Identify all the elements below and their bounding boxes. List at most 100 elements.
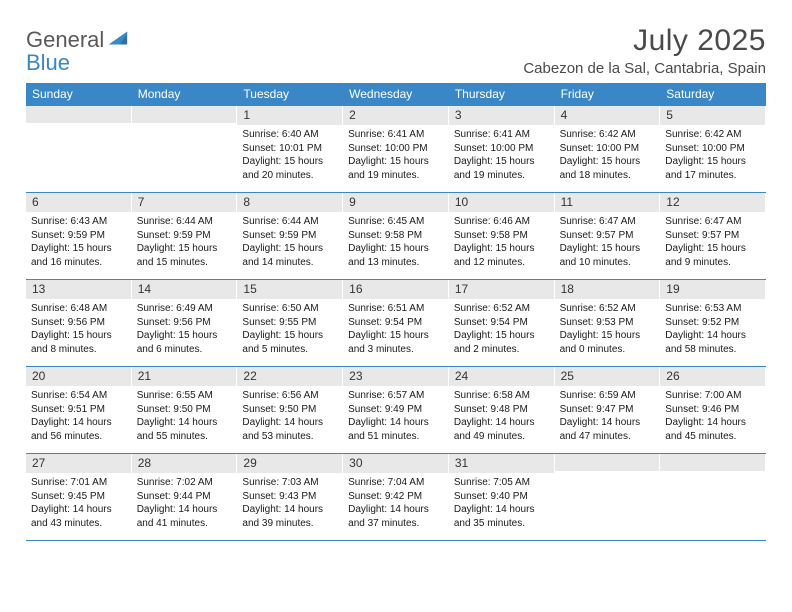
day-details: Sunrise: 6:42 AMSunset: 10:00 PMDaylight…	[660, 125, 766, 186]
day-number: 14	[132, 280, 238, 299]
day-cell: 29Sunrise: 7:03 AMSunset: 9:43 PMDayligh…	[237, 454, 343, 540]
calendar-page: General Blue July 2025 Cabezon de la Sal…	[0, 0, 792, 551]
day-cell: 7Sunrise: 6:44 AMSunset: 9:59 PMDaylight…	[132, 193, 238, 279]
day-number: 31	[449, 454, 555, 473]
day-number	[555, 454, 661, 471]
day-details: Sunrise: 6:54 AMSunset: 9:51 PMDaylight:…	[26, 386, 132, 447]
day-cell: 12Sunrise: 6:47 AMSunset: 9:57 PMDayligh…	[660, 193, 766, 279]
calendar-grid: SundayMondayTuesdayWednesdayThursdayFrid…	[26, 83, 766, 541]
day-number: 22	[237, 367, 343, 386]
day-number: 8	[237, 193, 343, 212]
day-number: 24	[449, 367, 555, 386]
month-title: July 2025	[523, 24, 766, 58]
day-number: 9	[343, 193, 449, 212]
day-details: Sunrise: 7:04 AMSunset: 9:42 PMDaylight:…	[343, 473, 449, 534]
weekday-header: Wednesday	[343, 83, 449, 106]
day-details: Sunrise: 6:44 AMSunset: 9:59 PMDaylight:…	[237, 212, 343, 273]
day-cell: 6Sunrise: 6:43 AMSunset: 9:59 PMDaylight…	[26, 193, 132, 279]
day-number: 1	[237, 106, 343, 125]
logo-triangle-icon	[107, 28, 129, 50]
day-number	[660, 454, 766, 471]
day-details: Sunrise: 6:55 AMSunset: 9:50 PMDaylight:…	[132, 386, 238, 447]
weekday-header: Thursday	[449, 83, 555, 106]
day-number: 5	[660, 106, 766, 125]
week-row: 27Sunrise: 7:01 AMSunset: 9:45 PMDayligh…	[26, 454, 766, 541]
logo: General Blue	[26, 24, 129, 74]
day-number: 28	[132, 454, 238, 473]
empty-cell	[660, 454, 766, 540]
weekday-header: Saturday	[660, 83, 766, 106]
day-number: 10	[449, 193, 555, 212]
day-details: Sunrise: 7:05 AMSunset: 9:40 PMDaylight:…	[449, 473, 555, 534]
empty-cell	[132, 106, 238, 192]
day-number: 2	[343, 106, 449, 125]
day-number: 13	[26, 280, 132, 299]
day-cell: 1Sunrise: 6:40 AMSunset: 10:01 PMDayligh…	[237, 106, 343, 192]
weekday-header: Sunday	[26, 83, 132, 106]
day-number: 15	[237, 280, 343, 299]
day-number	[132, 106, 238, 123]
day-details: Sunrise: 7:03 AMSunset: 9:43 PMDaylight:…	[237, 473, 343, 534]
day-number: 19	[660, 280, 766, 299]
header-row: General Blue July 2025 Cabezon de la Sal…	[26, 24, 766, 77]
day-cell: 9Sunrise: 6:45 AMSunset: 9:58 PMDaylight…	[343, 193, 449, 279]
title-block: July 2025 Cabezon de la Sal, Cantabria, …	[523, 24, 766, 77]
day-details: Sunrise: 6:50 AMSunset: 9:55 PMDaylight:…	[237, 299, 343, 360]
day-details: Sunrise: 6:46 AMSunset: 9:58 PMDaylight:…	[449, 212, 555, 273]
day-number: 6	[26, 193, 132, 212]
day-number: 30	[343, 454, 449, 473]
weekday-header: Tuesday	[237, 83, 343, 106]
day-cell: 8Sunrise: 6:44 AMSunset: 9:59 PMDaylight…	[237, 193, 343, 279]
day-details: Sunrise: 6:47 AMSunset: 9:57 PMDaylight:…	[660, 212, 766, 273]
day-cell: 28Sunrise: 7:02 AMSunset: 9:44 PMDayligh…	[132, 454, 238, 540]
day-cell: 17Sunrise: 6:52 AMSunset: 9:54 PMDayligh…	[449, 280, 555, 366]
day-details: Sunrise: 6:40 AMSunset: 10:01 PMDaylight…	[237, 125, 343, 186]
day-details: Sunrise: 6:56 AMSunset: 9:50 PMDaylight:…	[237, 386, 343, 447]
logo-text: General Blue	[26, 28, 104, 74]
location-subtitle: Cabezon de la Sal, Cantabria, Spain	[523, 60, 766, 77]
day-details: Sunrise: 7:01 AMSunset: 9:45 PMDaylight:…	[26, 473, 132, 534]
day-cell: 25Sunrise: 6:59 AMSunset: 9:47 PMDayligh…	[555, 367, 661, 453]
day-cell: 20Sunrise: 6:54 AMSunset: 9:51 PMDayligh…	[26, 367, 132, 453]
day-cell: 30Sunrise: 7:04 AMSunset: 9:42 PMDayligh…	[343, 454, 449, 540]
day-number: 7	[132, 193, 238, 212]
day-cell: 27Sunrise: 7:01 AMSunset: 9:45 PMDayligh…	[26, 454, 132, 540]
weeks-container: 1Sunrise: 6:40 AMSunset: 10:01 PMDayligh…	[26, 106, 766, 541]
day-cell: 11Sunrise: 6:47 AMSunset: 9:57 PMDayligh…	[555, 193, 661, 279]
day-number: 26	[660, 367, 766, 386]
day-number: 23	[343, 367, 449, 386]
day-details: Sunrise: 6:45 AMSunset: 9:58 PMDaylight:…	[343, 212, 449, 273]
day-cell: 24Sunrise: 6:58 AMSunset: 9:48 PMDayligh…	[449, 367, 555, 453]
day-details: Sunrise: 6:47 AMSunset: 9:57 PMDaylight:…	[555, 212, 661, 273]
day-cell: 10Sunrise: 6:46 AMSunset: 9:58 PMDayligh…	[449, 193, 555, 279]
logo-word2: Blue	[26, 50, 70, 75]
day-number: 16	[343, 280, 449, 299]
day-details: Sunrise: 6:52 AMSunset: 9:54 PMDaylight:…	[449, 299, 555, 360]
day-cell: 13Sunrise: 6:48 AMSunset: 9:56 PMDayligh…	[26, 280, 132, 366]
weekday-header: Friday	[555, 83, 661, 106]
day-details: Sunrise: 6:59 AMSunset: 9:47 PMDaylight:…	[555, 386, 661, 447]
day-number: 25	[555, 367, 661, 386]
empty-cell	[26, 106, 132, 192]
day-details: Sunrise: 6:51 AMSunset: 9:54 PMDaylight:…	[343, 299, 449, 360]
logo-word1: General	[26, 27, 104, 52]
day-number: 21	[132, 367, 238, 386]
day-details: Sunrise: 6:44 AMSunset: 9:59 PMDaylight:…	[132, 212, 238, 273]
day-details: Sunrise: 6:41 AMSunset: 10:00 PMDaylight…	[449, 125, 555, 186]
day-cell: 5Sunrise: 6:42 AMSunset: 10:00 PMDayligh…	[660, 106, 766, 192]
day-cell: 31Sunrise: 7:05 AMSunset: 9:40 PMDayligh…	[449, 454, 555, 540]
day-cell: 3Sunrise: 6:41 AMSunset: 10:00 PMDayligh…	[449, 106, 555, 192]
day-details: Sunrise: 6:41 AMSunset: 10:00 PMDaylight…	[343, 125, 449, 186]
day-cell: 26Sunrise: 7:00 AMSunset: 9:46 PMDayligh…	[660, 367, 766, 453]
day-number: 27	[26, 454, 132, 473]
day-cell: 18Sunrise: 6:52 AMSunset: 9:53 PMDayligh…	[555, 280, 661, 366]
week-row: 20Sunrise: 6:54 AMSunset: 9:51 PMDayligh…	[26, 367, 766, 454]
empty-cell	[555, 454, 661, 540]
day-details: Sunrise: 6:53 AMSunset: 9:52 PMDaylight:…	[660, 299, 766, 360]
week-row: 1Sunrise: 6:40 AMSunset: 10:01 PMDayligh…	[26, 106, 766, 193]
day-cell: 4Sunrise: 6:42 AMSunset: 10:00 PMDayligh…	[555, 106, 661, 192]
day-number: 18	[555, 280, 661, 299]
day-details: Sunrise: 6:43 AMSunset: 9:59 PMDaylight:…	[26, 212, 132, 273]
day-details: Sunrise: 6:42 AMSunset: 10:00 PMDaylight…	[555, 125, 661, 186]
day-details: Sunrise: 7:00 AMSunset: 9:46 PMDaylight:…	[660, 386, 766, 447]
